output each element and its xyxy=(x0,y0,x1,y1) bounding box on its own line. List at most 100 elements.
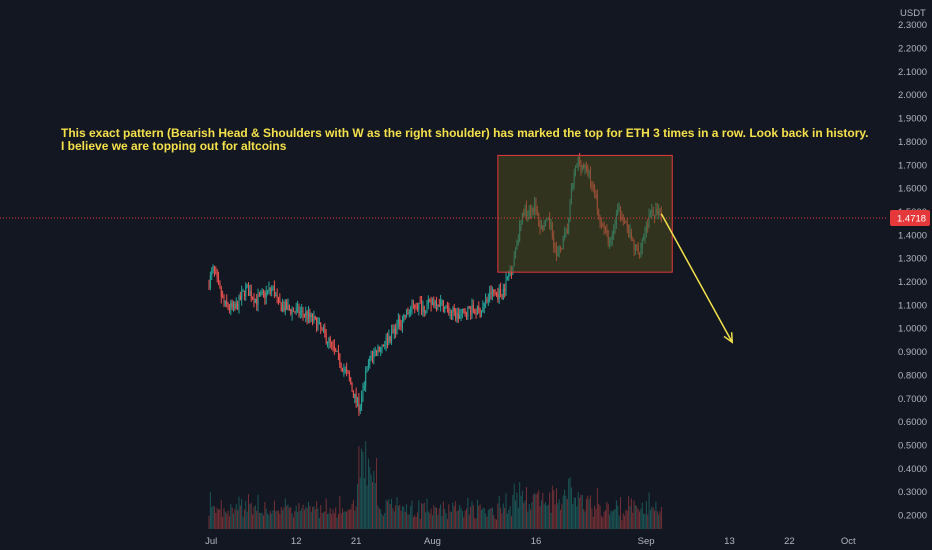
candle-body[interactable] xyxy=(355,393,357,403)
candle-body[interactable] xyxy=(369,357,371,365)
candle-body[interactable] xyxy=(421,302,423,312)
candle-body[interactable] xyxy=(416,308,418,310)
candle-body[interactable] xyxy=(272,285,274,289)
candle-body[interactable] xyxy=(434,300,436,306)
candle-body[interactable] xyxy=(483,303,485,308)
candle-body[interactable] xyxy=(376,350,378,354)
candle-body[interactable] xyxy=(475,312,477,315)
candle-body[interactable] xyxy=(381,345,383,348)
candle-body[interactable] xyxy=(331,342,333,344)
candle-body[interactable] xyxy=(472,304,474,312)
candle-body[interactable] xyxy=(498,289,500,299)
candle-body[interactable] xyxy=(404,315,406,317)
candle-body[interactable] xyxy=(248,285,250,296)
candle-body[interactable] xyxy=(316,317,318,330)
candle-body[interactable] xyxy=(406,309,408,316)
candle-body[interactable] xyxy=(452,307,454,314)
candle-body[interactable] xyxy=(459,315,461,319)
candle-body[interactable] xyxy=(287,305,289,310)
candle-body[interactable] xyxy=(495,293,497,295)
candle-body[interactable] xyxy=(269,288,271,292)
candle-body[interactable] xyxy=(241,291,243,300)
candle-body[interactable] xyxy=(351,384,353,391)
candle-body[interactable] xyxy=(284,302,286,311)
candle-body[interactable] xyxy=(461,309,463,313)
pattern-box[interactable] xyxy=(497,154,673,273)
candle-body[interactable] xyxy=(425,312,427,314)
candle-body[interactable] xyxy=(419,302,421,304)
candle-body[interactable] xyxy=(456,312,458,319)
candle-body[interactable] xyxy=(442,300,444,312)
candle-body[interactable] xyxy=(467,306,469,317)
candle-body[interactable] xyxy=(361,396,363,407)
candle-body[interactable] xyxy=(506,276,508,279)
candle-body[interactable] xyxy=(500,289,502,295)
candle-body[interactable] xyxy=(339,353,341,365)
candle-body[interactable] xyxy=(388,336,390,344)
candle-body[interactable] xyxy=(365,370,367,387)
candle-body[interactable] xyxy=(238,295,240,310)
candle-body[interactable] xyxy=(212,266,214,271)
candle-body[interactable] xyxy=(314,316,316,318)
candle-body[interactable] xyxy=(393,328,395,333)
candle-body[interactable] xyxy=(423,306,425,313)
candle-body[interactable] xyxy=(224,300,226,305)
candle-body[interactable] xyxy=(476,306,478,315)
candle-body[interactable] xyxy=(399,319,401,326)
candle-body[interactable] xyxy=(292,309,294,312)
candle-body[interactable] xyxy=(470,307,472,316)
candle-body[interactable] xyxy=(374,350,376,352)
candle-body[interactable] xyxy=(233,303,235,307)
candle-body[interactable] xyxy=(313,316,315,322)
candle-body[interactable] xyxy=(320,322,322,329)
candle-body[interactable] xyxy=(444,307,446,312)
candle-body[interactable] xyxy=(277,297,279,300)
candle-body[interactable] xyxy=(486,299,488,302)
candle-body[interactable] xyxy=(340,364,342,368)
candle-body[interactable] xyxy=(235,303,237,309)
candle-body[interactable] xyxy=(301,310,303,312)
candle-body[interactable] xyxy=(463,309,465,311)
candle-body[interactable] xyxy=(389,336,391,342)
candle-body[interactable] xyxy=(256,298,258,305)
candle-body[interactable] xyxy=(299,311,301,315)
candle-body[interactable] xyxy=(322,328,324,330)
candle-body[interactable] xyxy=(261,291,263,293)
candle-body[interactable] xyxy=(253,298,255,303)
candle-body[interactable] xyxy=(494,292,496,294)
candle-body[interactable] xyxy=(460,312,462,316)
candle-body[interactable] xyxy=(508,273,510,277)
candle-body[interactable] xyxy=(318,322,320,324)
candle-body[interactable] xyxy=(342,367,344,372)
candle-body[interactable] xyxy=(324,328,326,334)
candle-body[interactable] xyxy=(291,309,293,314)
candle-body[interactable] xyxy=(227,304,229,308)
candle-body[interactable] xyxy=(380,347,382,352)
candle-body[interactable] xyxy=(466,314,468,317)
candle-body[interactable] xyxy=(298,306,300,315)
candle-body[interactable] xyxy=(246,285,248,287)
candle-body[interactable] xyxy=(377,347,379,354)
candle-body[interactable] xyxy=(478,306,480,310)
candle-body[interactable] xyxy=(325,333,327,344)
candle-body[interactable] xyxy=(223,297,225,305)
candle-body[interactable] xyxy=(412,302,414,305)
candle-body[interactable] xyxy=(226,300,228,305)
candle-body[interactable] xyxy=(396,324,398,335)
candle-body[interactable] xyxy=(429,299,431,301)
candle-body[interactable] xyxy=(329,338,331,343)
candle-body[interactable] xyxy=(337,350,339,354)
candle-body[interactable] xyxy=(474,311,476,313)
candle-body[interactable] xyxy=(373,351,375,358)
candle-body[interactable] xyxy=(426,304,428,313)
candle-body[interactable] xyxy=(260,292,262,296)
candle-body[interactable] xyxy=(408,312,410,314)
candle-body[interactable] xyxy=(382,345,384,347)
candle-body[interactable] xyxy=(407,309,409,314)
candle-body[interactable] xyxy=(414,304,416,308)
candle-body[interactable] xyxy=(249,291,251,296)
candle-body[interactable] xyxy=(457,312,459,319)
candle-body[interactable] xyxy=(363,386,365,389)
candle-body[interactable] xyxy=(359,406,361,411)
candle-body[interactable] xyxy=(418,302,420,310)
